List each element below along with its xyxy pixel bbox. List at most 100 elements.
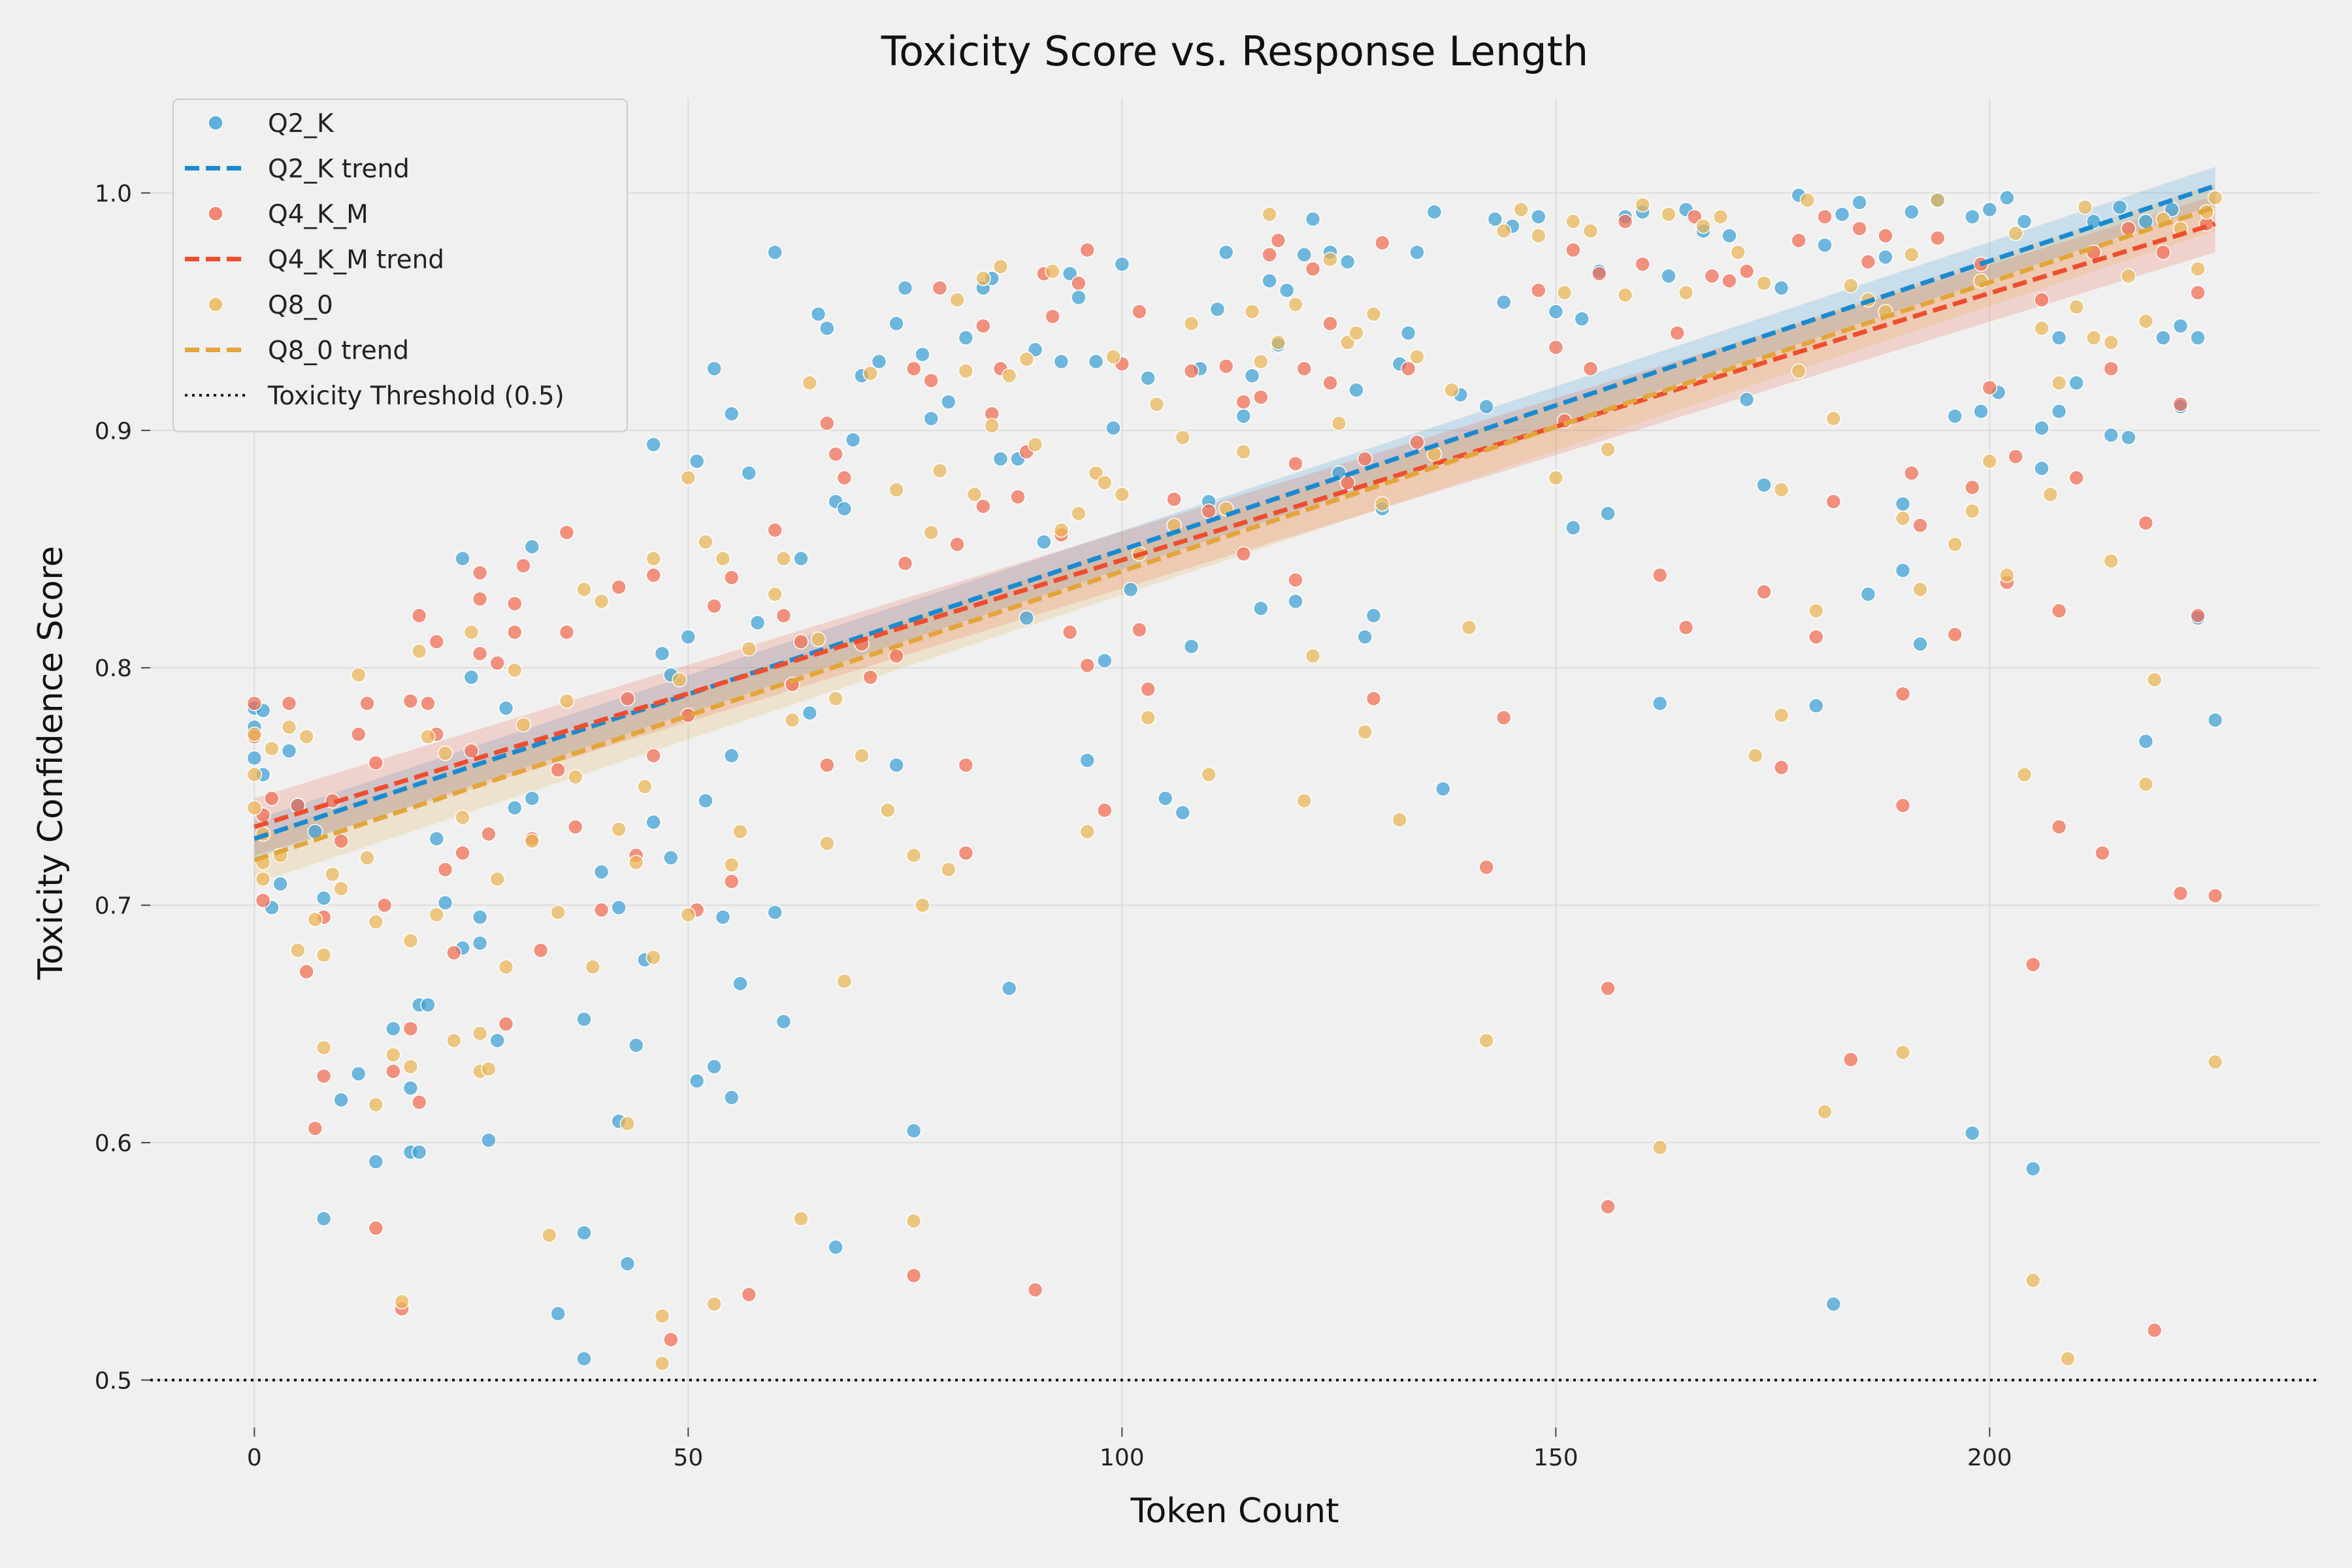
data-point xyxy=(1071,275,1086,291)
data-point xyxy=(741,641,757,657)
data-point xyxy=(567,769,583,785)
data-point xyxy=(1652,567,1668,583)
data-point xyxy=(1878,249,1893,265)
data-point xyxy=(1843,1051,1859,1068)
data-point xyxy=(645,814,661,830)
data-point xyxy=(793,551,809,566)
data-point xyxy=(532,942,549,958)
data-point xyxy=(507,624,523,640)
data-point xyxy=(2207,189,2223,206)
data-point xyxy=(2060,1350,2076,1367)
data-point xyxy=(1288,593,1303,610)
data-point xyxy=(1895,563,1911,578)
data-point xyxy=(411,1094,427,1110)
data-point xyxy=(2207,1054,2223,1070)
data-point xyxy=(1556,285,1573,301)
data-point xyxy=(819,757,835,773)
data-point xyxy=(1495,710,1512,726)
data-point xyxy=(1756,275,1772,291)
data-point xyxy=(767,522,783,538)
data-point xyxy=(2042,487,2059,502)
data-point xyxy=(1262,206,1277,222)
data-point xyxy=(1912,517,1928,533)
data-point xyxy=(1036,534,1052,550)
data-point xyxy=(1183,316,1200,331)
data-point xyxy=(1817,208,1833,225)
y-axis-label: Toxicity Confidence Score xyxy=(31,546,71,981)
data-point xyxy=(1548,470,1564,486)
trend-lines xyxy=(253,184,2216,862)
data-point xyxy=(784,712,800,728)
data-point xyxy=(446,1032,462,1049)
data-point xyxy=(472,909,488,925)
data-point xyxy=(437,745,453,761)
data-point xyxy=(1409,244,1425,260)
trend-line-q8-0 xyxy=(253,204,2216,862)
data-point xyxy=(1365,306,1382,322)
data-point xyxy=(246,766,263,783)
data-point xyxy=(1600,442,1616,457)
data-point xyxy=(1791,233,1806,248)
data-point xyxy=(368,1220,384,1236)
data-point xyxy=(1365,608,1382,623)
chart-title: Toxicity Score vs. Response Length xyxy=(881,27,1588,75)
data-point xyxy=(915,346,930,363)
data-point xyxy=(906,1267,922,1284)
data-point xyxy=(1843,278,1859,293)
data-point xyxy=(654,1308,670,1324)
data-point xyxy=(862,669,878,685)
data-point xyxy=(2034,420,2050,436)
data-point xyxy=(2138,776,2154,792)
data-point xyxy=(680,629,696,645)
data-point xyxy=(2051,603,2067,619)
data-point xyxy=(923,525,939,540)
data-point xyxy=(2085,214,2102,229)
data-point xyxy=(507,662,523,678)
data-point xyxy=(776,551,792,566)
data-point xyxy=(767,586,783,602)
data-point xyxy=(941,862,956,877)
data-point xyxy=(576,1350,592,1367)
data-point xyxy=(689,1073,705,1089)
legend-marker xyxy=(208,297,223,312)
data-point xyxy=(706,598,722,614)
data-point xyxy=(810,306,826,322)
series-q4-k-m xyxy=(246,208,2223,1348)
data-point xyxy=(2155,330,2171,346)
data-point xyxy=(472,645,488,662)
data-point xyxy=(281,719,297,735)
data-point xyxy=(776,608,792,623)
data-point xyxy=(724,1090,740,1105)
data-point xyxy=(2068,299,2084,315)
data-point xyxy=(706,361,722,377)
data-point xyxy=(368,1154,384,1169)
data-point xyxy=(1756,477,1772,493)
legend-marker xyxy=(208,115,223,131)
data-point xyxy=(264,740,280,757)
data-point xyxy=(2146,672,2163,688)
data-point xyxy=(1574,311,1590,327)
data-point xyxy=(246,750,263,766)
data-point xyxy=(1600,1199,1616,1215)
data-point xyxy=(1235,444,1252,460)
data-point xyxy=(2034,292,2050,308)
data-point xyxy=(1722,228,1737,244)
data-point xyxy=(1062,624,1078,640)
legend-label: Q2_K xyxy=(268,109,335,139)
data-point xyxy=(724,747,740,764)
data-point xyxy=(1704,268,1720,284)
data-point xyxy=(2138,313,2154,329)
data-point xyxy=(828,691,843,707)
data-point xyxy=(437,862,453,877)
data-point xyxy=(1982,453,1998,469)
data-point xyxy=(593,864,610,880)
data-point xyxy=(845,432,861,448)
data-point xyxy=(715,909,731,925)
data-point xyxy=(958,845,974,861)
data-point xyxy=(1730,244,1746,260)
data-point xyxy=(949,536,965,552)
data-point xyxy=(871,353,887,370)
data-point xyxy=(2155,244,2171,260)
data-point xyxy=(628,855,644,870)
